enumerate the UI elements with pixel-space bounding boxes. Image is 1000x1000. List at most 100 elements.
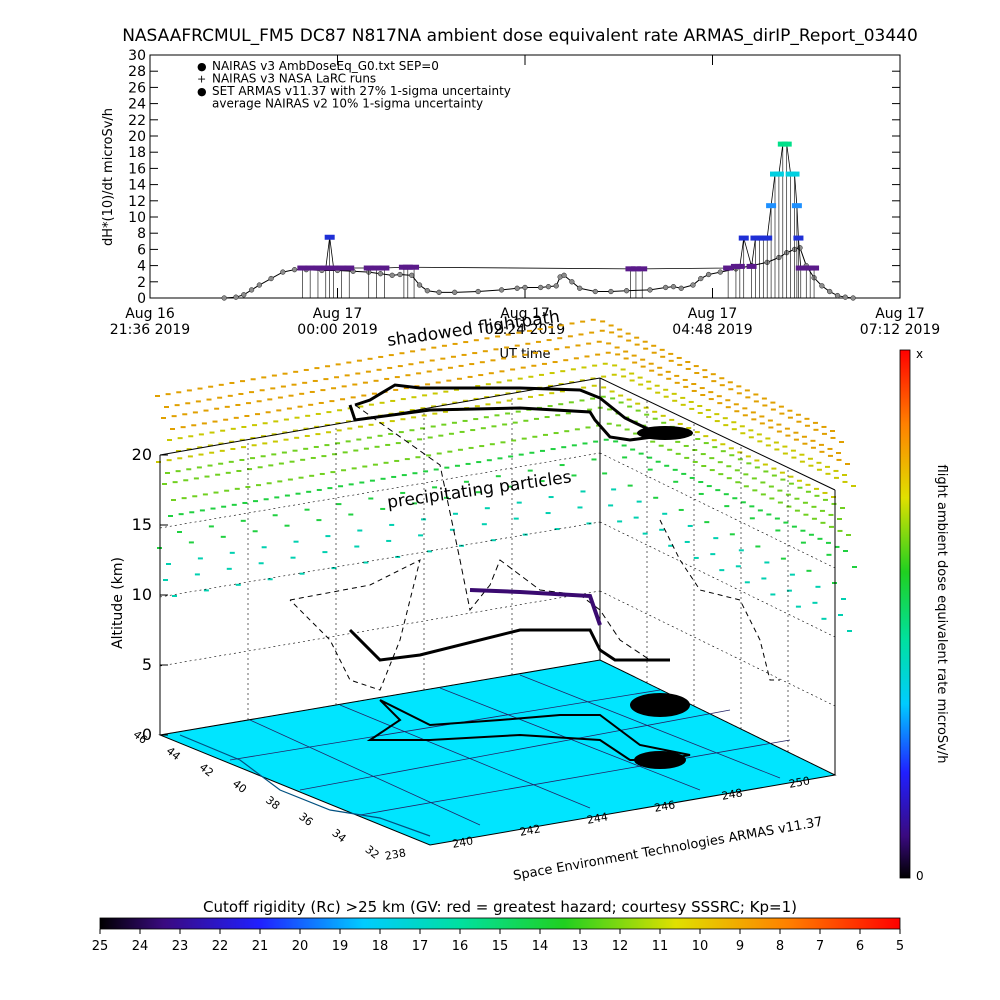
particle-mark [783,521,789,524]
particle-mark [711,439,717,442]
particle-mark [505,412,511,415]
particle-mark [697,411,703,414]
particle-mark [659,348,665,351]
particle-mark [348,483,354,486]
nairas-point [545,284,552,290]
particle-mark [208,525,214,528]
particle-mark [582,442,588,445]
nairas-point [608,288,614,295]
particle-mark [236,469,242,472]
particle-mark [836,452,841,454]
particle-mark [496,381,502,384]
particle-mark [580,320,586,323]
particle-mark [331,567,337,570]
particle-mark [421,518,427,521]
armas-point [762,235,773,241]
particle-mark [377,434,383,437]
particle-mark [685,367,691,370]
rc-tick-label: 19 [332,939,349,954]
particle-mark [810,439,816,442]
particle-mark [654,384,660,387]
particle-mark [587,408,593,411]
particle-mark [674,374,680,377]
particle-mark [496,401,502,404]
particle-mark [784,427,790,430]
particle-mark [286,407,292,410]
particle-mark [197,557,203,560]
particle-mark [409,409,415,412]
particle-mark [669,418,675,421]
particle-mark [794,497,800,500]
y-tick-label: 8 [137,226,146,242]
particle-mark [240,380,246,383]
nairas-point [842,294,848,300]
particle-mark [224,489,230,492]
particle-mark [374,445,380,448]
particle-mark [367,357,373,360]
particle-mark [791,456,797,459]
particle-mark [488,372,494,375]
particle-mark [283,438,289,441]
rc-tick-label: 13 [572,939,589,954]
particle-mark [777,501,783,504]
particle-mark [646,387,652,390]
armas-point [363,265,374,271]
particle-mark [293,370,299,373]
latitude-tick-label: 34 [329,826,348,845]
particle-mark [561,446,567,449]
colorbar-axis-label: flight ambient dose equivalent rate micr… [934,465,949,764]
particle-mark [726,477,732,480]
particle-mark [447,450,453,453]
particle-mark [608,324,614,327]
particle-mark [813,428,819,431]
particle-mark [356,438,362,441]
rc-tick-label: 5 [896,939,904,954]
particle-mark [162,483,167,485]
particle-mark [595,353,601,356]
particle-mark [605,351,611,354]
particle-mark [531,364,537,367]
particle-mark [774,448,780,451]
particle-mark [298,476,304,479]
particle-mark [323,378,329,381]
particle-mark [552,361,558,364]
particle-mark [387,366,393,369]
legend: ● NAIRAS v3 AmbDoseEq_G0.txt SEP=0 + NAIRAS… [197,59,511,111]
particle-mark [617,328,623,331]
particle-mark [399,410,405,413]
particle-mark [660,414,666,417]
particle-mark [837,518,842,520]
particle-mark [711,380,717,383]
nairas-point [690,282,696,288]
particle-mark [412,472,418,475]
particle-mark [177,437,183,440]
particle-mark [340,398,346,401]
particle-mark [544,416,550,419]
particle-mark [692,449,698,452]
particle-mark [701,465,707,468]
particle-mark [309,390,315,393]
particle-mark [385,443,391,446]
particle-mark [383,461,389,464]
particle-mark [277,396,283,399]
particle-mark [742,414,748,417]
particle-mark [221,505,227,508]
particle-mark [664,464,670,467]
particle-mark [457,448,463,451]
particle-mark [586,522,592,525]
particle-mark [663,395,669,398]
particle-mark [814,494,820,497]
y-tick-label: 4 [137,259,146,275]
nairas-point [377,271,384,277]
particle-mark [606,342,612,345]
armas-point [738,235,749,241]
x-tick-time: 00:00 2019 [297,322,377,338]
particle-mark [335,422,341,425]
particle-mark [650,440,656,443]
particle-mark [716,395,722,398]
particle-mark [265,411,271,414]
particle-mark [431,405,437,408]
particle-mark [668,352,674,355]
particle-mark [706,485,712,488]
particle-mark [418,534,424,537]
